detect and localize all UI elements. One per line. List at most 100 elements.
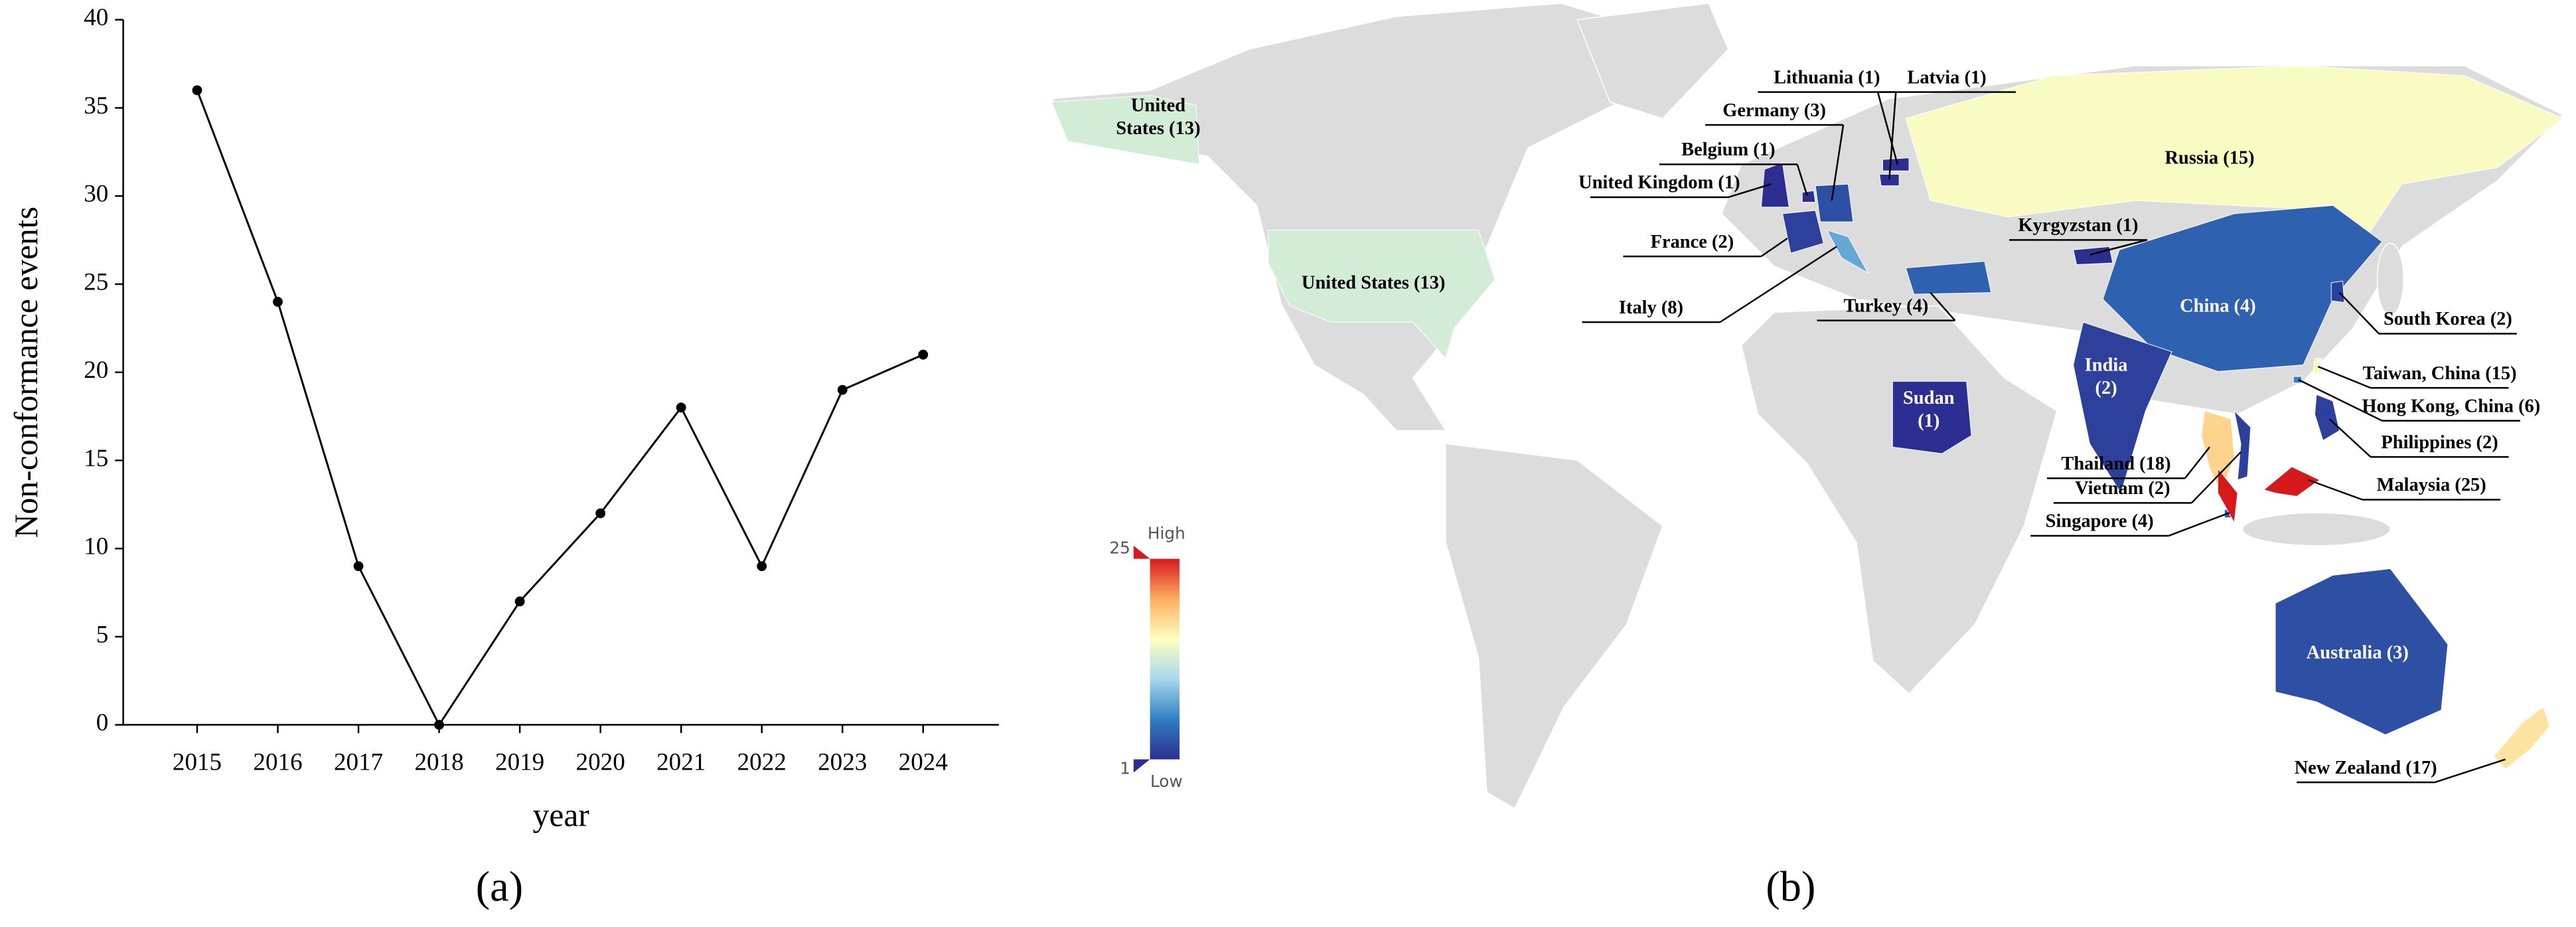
country (2293, 376, 2303, 384)
data-point (595, 508, 606, 519)
leader-line (1760, 237, 1788, 258)
country (2073, 321, 2172, 494)
country (1892, 380, 1972, 454)
y-tick-label: 15 (84, 445, 108, 472)
panel-label: (b) (1766, 863, 1815, 910)
country-label: France (2) (1651, 232, 1734, 252)
data-point (837, 384, 848, 395)
country (1268, 230, 1495, 359)
leader-line (2317, 365, 2372, 389)
leader-line (1888, 92, 1897, 179)
country (1781, 210, 1824, 254)
country (1905, 65, 2564, 234)
country-label: Lithuania (1) (1774, 67, 1880, 88)
country (2275, 568, 2449, 735)
leader-line (2298, 379, 2383, 422)
country-label: (1) (1918, 411, 1939, 432)
data-point (676, 402, 686, 413)
leader-line (2089, 239, 2148, 256)
x-tick-label: 2015 (173, 748, 222, 776)
legend-low-marker (1133, 759, 1150, 773)
south-america (1445, 443, 1663, 809)
leader-line (2184, 446, 2211, 479)
leader-line (1876, 92, 1898, 165)
legend-high-marker (1133, 545, 1150, 559)
leader-line (2308, 479, 2363, 501)
country-label: States (13) (1116, 118, 1200, 139)
y-tick-label: 10 (84, 533, 108, 560)
africa (1740, 305, 2058, 695)
country-label: China (4) (2180, 295, 2256, 316)
country-label: (2) (2095, 378, 2117, 398)
data-point (434, 720, 445, 730)
country-label: Malaysia (25) (2377, 475, 2486, 495)
country-label: Philippines (2) (2381, 432, 2498, 453)
x-tick-label: 2016 (253, 748, 302, 776)
data-point (192, 85, 202, 96)
panel-label: (a) (476, 863, 523, 910)
leader-line (2168, 512, 2230, 537)
north-america (1050, 3, 1660, 432)
country (1801, 190, 1816, 203)
y-axis-label: Non-conformance events (8, 207, 44, 538)
country-label: Belgium (1) (1681, 139, 1775, 160)
legend-tick-label: 25 (1109, 539, 1130, 558)
data-point (918, 349, 929, 360)
country-label: Australia (3) (2307, 643, 2409, 663)
x-tick-label: 2024 (899, 748, 948, 776)
country-label: United (1131, 95, 1185, 116)
y-tick-label: 0 (96, 709, 109, 736)
country-label: Singapore (4) (2046, 511, 2154, 532)
x-tick-label: 2017 (334, 748, 383, 776)
x-tick-label: 2020 (576, 748, 625, 776)
x-tick-label: 2023 (818, 748, 867, 776)
legend-high: High (1148, 523, 1185, 543)
country (2493, 706, 2550, 770)
country (2234, 410, 2251, 481)
legend-low: Low (1150, 772, 1183, 791)
country-label: Kyrgyzstan (1) (2018, 215, 2139, 236)
indonesia (2241, 512, 2391, 547)
x-tick-label: 2022 (737, 748, 787, 776)
country-label: Latvia (1) (1907, 67, 1986, 88)
country (1882, 157, 1910, 171)
country-label: Vietnam (2) (2075, 478, 2170, 499)
leader-line (1831, 124, 1845, 201)
y-tick-label: 5 (96, 621, 109, 648)
country-label: New Zealand (17) (2295, 758, 2437, 778)
leader-line (2434, 758, 2506, 784)
y-tick-label: 25 (84, 268, 108, 295)
country-label: United Kingdom (1) (1578, 173, 1740, 193)
data-point (353, 561, 364, 572)
leader-line (1796, 164, 1808, 196)
x-tick-label: 2021 (656, 748, 706, 776)
greenland (1576, 3, 1729, 120)
japan (2376, 242, 2404, 316)
legend-tick-label: 1 (1120, 758, 1130, 778)
data-line (196, 90, 924, 727)
country (2073, 246, 2113, 266)
x-tick-label: 2019 (495, 748, 544, 776)
country-label: Taiwan, China (15) (2362, 363, 2516, 384)
country-label: Russia (15) (2164, 148, 2254, 169)
country (2102, 205, 2383, 372)
country-label: Thailand (18) (2061, 454, 2170, 474)
leader-line (1719, 246, 1837, 323)
country (1905, 261, 1992, 295)
leader-line (2338, 292, 2380, 335)
country-label: India (2085, 355, 2128, 375)
x-axis-label: year (533, 797, 590, 833)
country (2314, 394, 2340, 442)
y-tick-label: 20 (84, 357, 108, 384)
country (2312, 358, 2322, 375)
country (1815, 183, 1854, 222)
y-tick-label: 30 (84, 181, 108, 208)
y-tick-label: 40 (84, 4, 108, 31)
continents (1050, 3, 2564, 809)
country-label: Italy (8) (1619, 297, 1683, 318)
country (1878, 173, 1900, 187)
country (2330, 280, 2345, 303)
data-point (273, 297, 283, 307)
